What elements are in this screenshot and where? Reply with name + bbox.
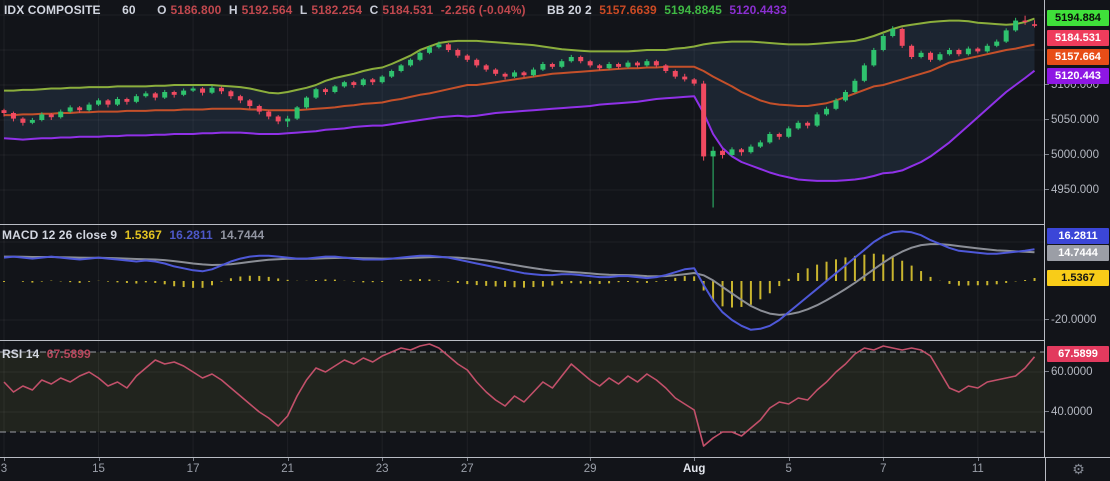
price-scale-label: 60.0000 [1045, 365, 1109, 379]
interval-label[interactable]: 60 [122, 3, 136, 17]
rsi-badge: 67.5899 [1047, 346, 1109, 362]
time-axis[interactable]: 3 15 17 21 23 27 29 Aug 5 7 11 [0, 457, 1110, 481]
price-scale-label: 5000.000 [1045, 148, 1109, 162]
rsi-pane[interactable]: RSI 14 67.5899 [0, 341, 1044, 457]
bb-indicator-title[interactable]: BB 20 2 [547, 3, 592, 17]
high-label: H [228, 3, 238, 17]
macd-legend: MACD 12 26 close 9 1.5367 16.2811 14.744… [2, 228, 268, 242]
rsi-chart [0, 341, 1044, 457]
price-badge: 5194.884 [1047, 10, 1109, 26]
price-scale-label: -20.0000 [1045, 313, 1109, 327]
main-chart-pane[interactable]: IDX COMPOSITE 60 O 5186.800 H 5192.564 L 51… [0, 0, 1044, 225]
price-badge: 5157.664 [1047, 49, 1109, 65]
price-scale[interactable]: 5100.000 5050.000 5000.000 4950.000 -20.0000… [1044, 0, 1110, 457]
bb-basis-line [4, 43, 1035, 117]
bb-basis-value: 5157.6639 [599, 3, 657, 17]
open-label: O [157, 3, 167, 17]
rsi-line [3, 343, 1036, 447]
time-axis-label: Aug [672, 458, 716, 475]
macd-badge: 14.7444 [1047, 245, 1109, 261]
price-scale-label: 4950.000 [1045, 183, 1109, 197]
close-value: 5184.531 [382, 3, 434, 17]
rsi-value: 67.5899 [46, 347, 91, 361]
time-axis-label: 7 [861, 458, 905, 475]
gear-icon[interactable]: ⚙ [1072, 461, 1085, 477]
bollinger-fill [4, 18, 1035, 181]
time-axis-label: 5 [767, 458, 811, 475]
time-axis-label: 27 [445, 458, 489, 475]
bb-lower-value: 5120.4433 [729, 3, 787, 17]
bb-upper-line [4, 17, 1035, 95]
bb-upper-value: 5194.8845 [664, 3, 722, 17]
macd-hist-value: 1.5367 [124, 228, 162, 242]
price-scale-label: 5050.000 [1045, 113, 1109, 127]
macd-pane[interactable]: MACD 12 26 close 9 1.5367 16.2811 14.744… [0, 225, 1044, 341]
macd-badge: 16.2811 [1047, 228, 1109, 244]
price-badge: 5120.443 [1047, 68, 1109, 84]
change-value: -2.256 (-0.04%) [440, 3, 526, 17]
main-legend: IDX COMPOSITE 60 O 5186.800 H 5192.564 L 51… [4, 3, 791, 17]
signal-line [4, 243, 1035, 316]
open-value: 5186.800 [170, 3, 222, 17]
axis-settings-corner: ⚙ [1045, 458, 1110, 481]
symbol-title[interactable]: IDX COMPOSITE [4, 3, 101, 17]
gridlines [0, 225, 1044, 340]
candlestick-series [1, 15, 1038, 208]
price-badge: 5184.531 [1047, 30, 1109, 46]
low-label: L [299, 3, 308, 17]
high-value: 5192.564 [241, 3, 293, 17]
time-axis-label: 23 [360, 458, 404, 475]
time-axis-label: 15 [77, 458, 121, 475]
bb-lower-line [3, 69, 1036, 182]
rsi-indicator-title[interactable]: RSI 14 [2, 347, 40, 361]
macd-chart [0, 225, 1044, 340]
time-axis-label: 29 [568, 458, 612, 475]
macd-indicator-title[interactable]: MACD 12 26 close 9 [2, 228, 118, 242]
rsi-band-fill [0, 352, 1044, 432]
macd-histogram [3, 253, 1036, 308]
rsi-legend: RSI 14 67.5899 [2, 347, 95, 361]
macd-line [3, 230, 1035, 331]
macd-badge: 1.5367 [1047, 270, 1109, 286]
time-axis-label: 11 [956, 458, 1000, 475]
time-axis-label: 21 [266, 458, 310, 475]
low-value: 5182.254 [311, 3, 363, 17]
candlestick-chart [0, 0, 1044, 224]
macd-signal-value: 14.7444 [220, 228, 265, 242]
time-axis-label: 3 [0, 458, 26, 475]
gridlines [0, 341, 1044, 457]
close-label: C [369, 3, 379, 17]
time-axis-label: 17 [171, 458, 215, 475]
price-scale-label: 40.0000 [1045, 405, 1109, 419]
macd-line-value: 16.2811 [169, 228, 213, 242]
